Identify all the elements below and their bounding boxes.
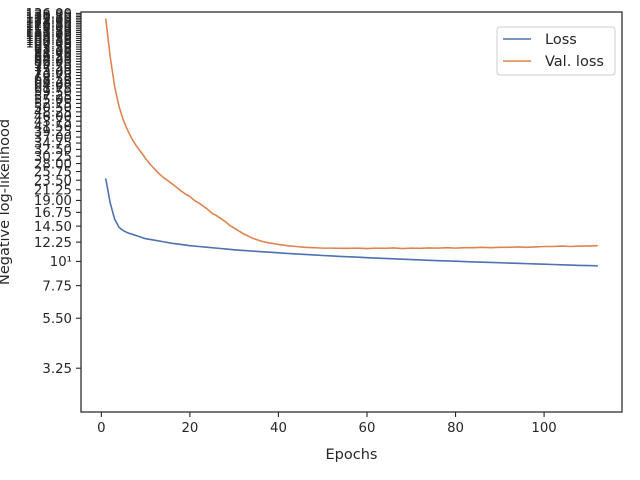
y-tick-label: 109.00 [25,28,72,43]
x-tick-label: 20 [181,421,198,436]
y-tick-label: 84.25 [34,53,72,68]
y-tick-label: 75.25 [34,63,72,78]
y-tick-label: 21.25 [34,183,72,198]
y-tick-label: 70.75 [34,69,72,84]
y-tick-label: 64.00 [34,79,72,94]
y-tick-label: 16.75 [34,206,72,221]
y-tick-label: 122.50 [25,17,72,32]
y-tick-label: 32.50 [34,143,72,158]
y-tick-label: 10¹ [50,255,72,270]
y-tick-label: 41.50 [34,120,72,135]
y-tick-label: 30.25 [34,150,72,165]
y-tick-label: 100.00 [25,36,72,51]
y-tick-label: 97.75 [34,38,72,53]
y-tick-label: 102.25 [25,34,72,49]
y-axis-ticks: 3.25 5.50 7.75 10¹ 12.2514.5016.7519.0021.25… [25,7,81,377]
y-tick-label: 19.00 [34,194,72,209]
y-tick-label: 34.75 [34,137,72,152]
x-tick-label: 60 [359,421,376,436]
x-tick-label: 0 [97,421,105,436]
y-tick-label: 118.00 [25,21,72,36]
y-tick-label: 124.75 [25,15,72,30]
y-tick-label: 136.00 [25,7,72,22]
y-tick-label: 28.00 [34,157,72,172]
y-tick-label: 5.50 [42,312,72,327]
y-tick-label: 25.75 [34,165,72,180]
y-tick-label: 23.50 [34,174,72,189]
y-tick-label: 43.75 [34,115,72,130]
y-tick-label: 88.75 [34,48,72,63]
y-tick-label: 77.50 [34,61,72,76]
x-tick-label: 80 [447,421,464,436]
y-tick-label: 120.25 [25,19,72,34]
y-tick-label: 46.00 [34,110,72,125]
legend-entry-label: Loss [545,32,577,48]
y-tick-label: 133.75 [25,9,72,24]
y-tick-label: 131.50 [25,10,72,25]
y-tick-label: 82.00 [34,55,72,70]
y-tick-label: 12.25 [34,236,72,251]
y-tick-label: 14.50 [34,220,72,235]
y-tick-label: 61.75 [34,82,72,97]
y-tick-label: 3.25 [42,362,72,377]
x-axis-label: Epochs [326,447,378,463]
x-tick-label: 40 [270,421,287,436]
y-tick-label: 68.50 [34,72,72,87]
y-tick-label: 93.25 [34,43,72,58]
y-tick-label: 66.25 [34,75,72,90]
y-axis-label: Negative log-likelihood [0,119,13,285]
series-layer [104,18,599,267]
y-tick-label: 39.25 [34,125,72,140]
y-tick-label: 48.25 [34,106,72,121]
x-axis-ticks: 0 20 40 60 80 100 [97,412,557,436]
y-tick-label: 104.50 [25,32,72,47]
y-tick-label: 79.75 [34,58,72,73]
y-tick-label: 57.25 [34,89,72,104]
y-tick-label: 52.75 [34,97,72,112]
legend: Loss Val. loss [496,26,616,76]
y-tick-label: 115.75 [25,22,72,37]
x-tick-label: 100 [531,421,556,436]
y-tick-label: 113.50 [25,24,72,39]
y-tick-label: 73.00 [34,66,72,81]
y-tick-label: 86.50 [34,50,72,65]
y-tick-label: 106.75 [25,30,72,45]
y-tick-label: 37.00 [34,131,72,146]
y-tick-label: 91.00 [34,45,72,60]
series-line-loss [104,178,599,267]
y-tick-label: 129.25 [25,12,72,27]
y-tick-label: 55.00 [34,93,72,108]
y-tick-label: 59.50 [34,86,72,101]
y-tick-label: 95.50 [34,41,72,56]
y-tick-label: 111.25 [25,26,72,41]
series-line-val-loss [104,18,599,250]
y-tick-label: 7.75 [42,279,72,294]
legend-entry-label: Val. loss [545,54,604,70]
y-tick-label: 127.00 [25,14,72,29]
y-tick-label: 50.50 [34,101,72,116]
